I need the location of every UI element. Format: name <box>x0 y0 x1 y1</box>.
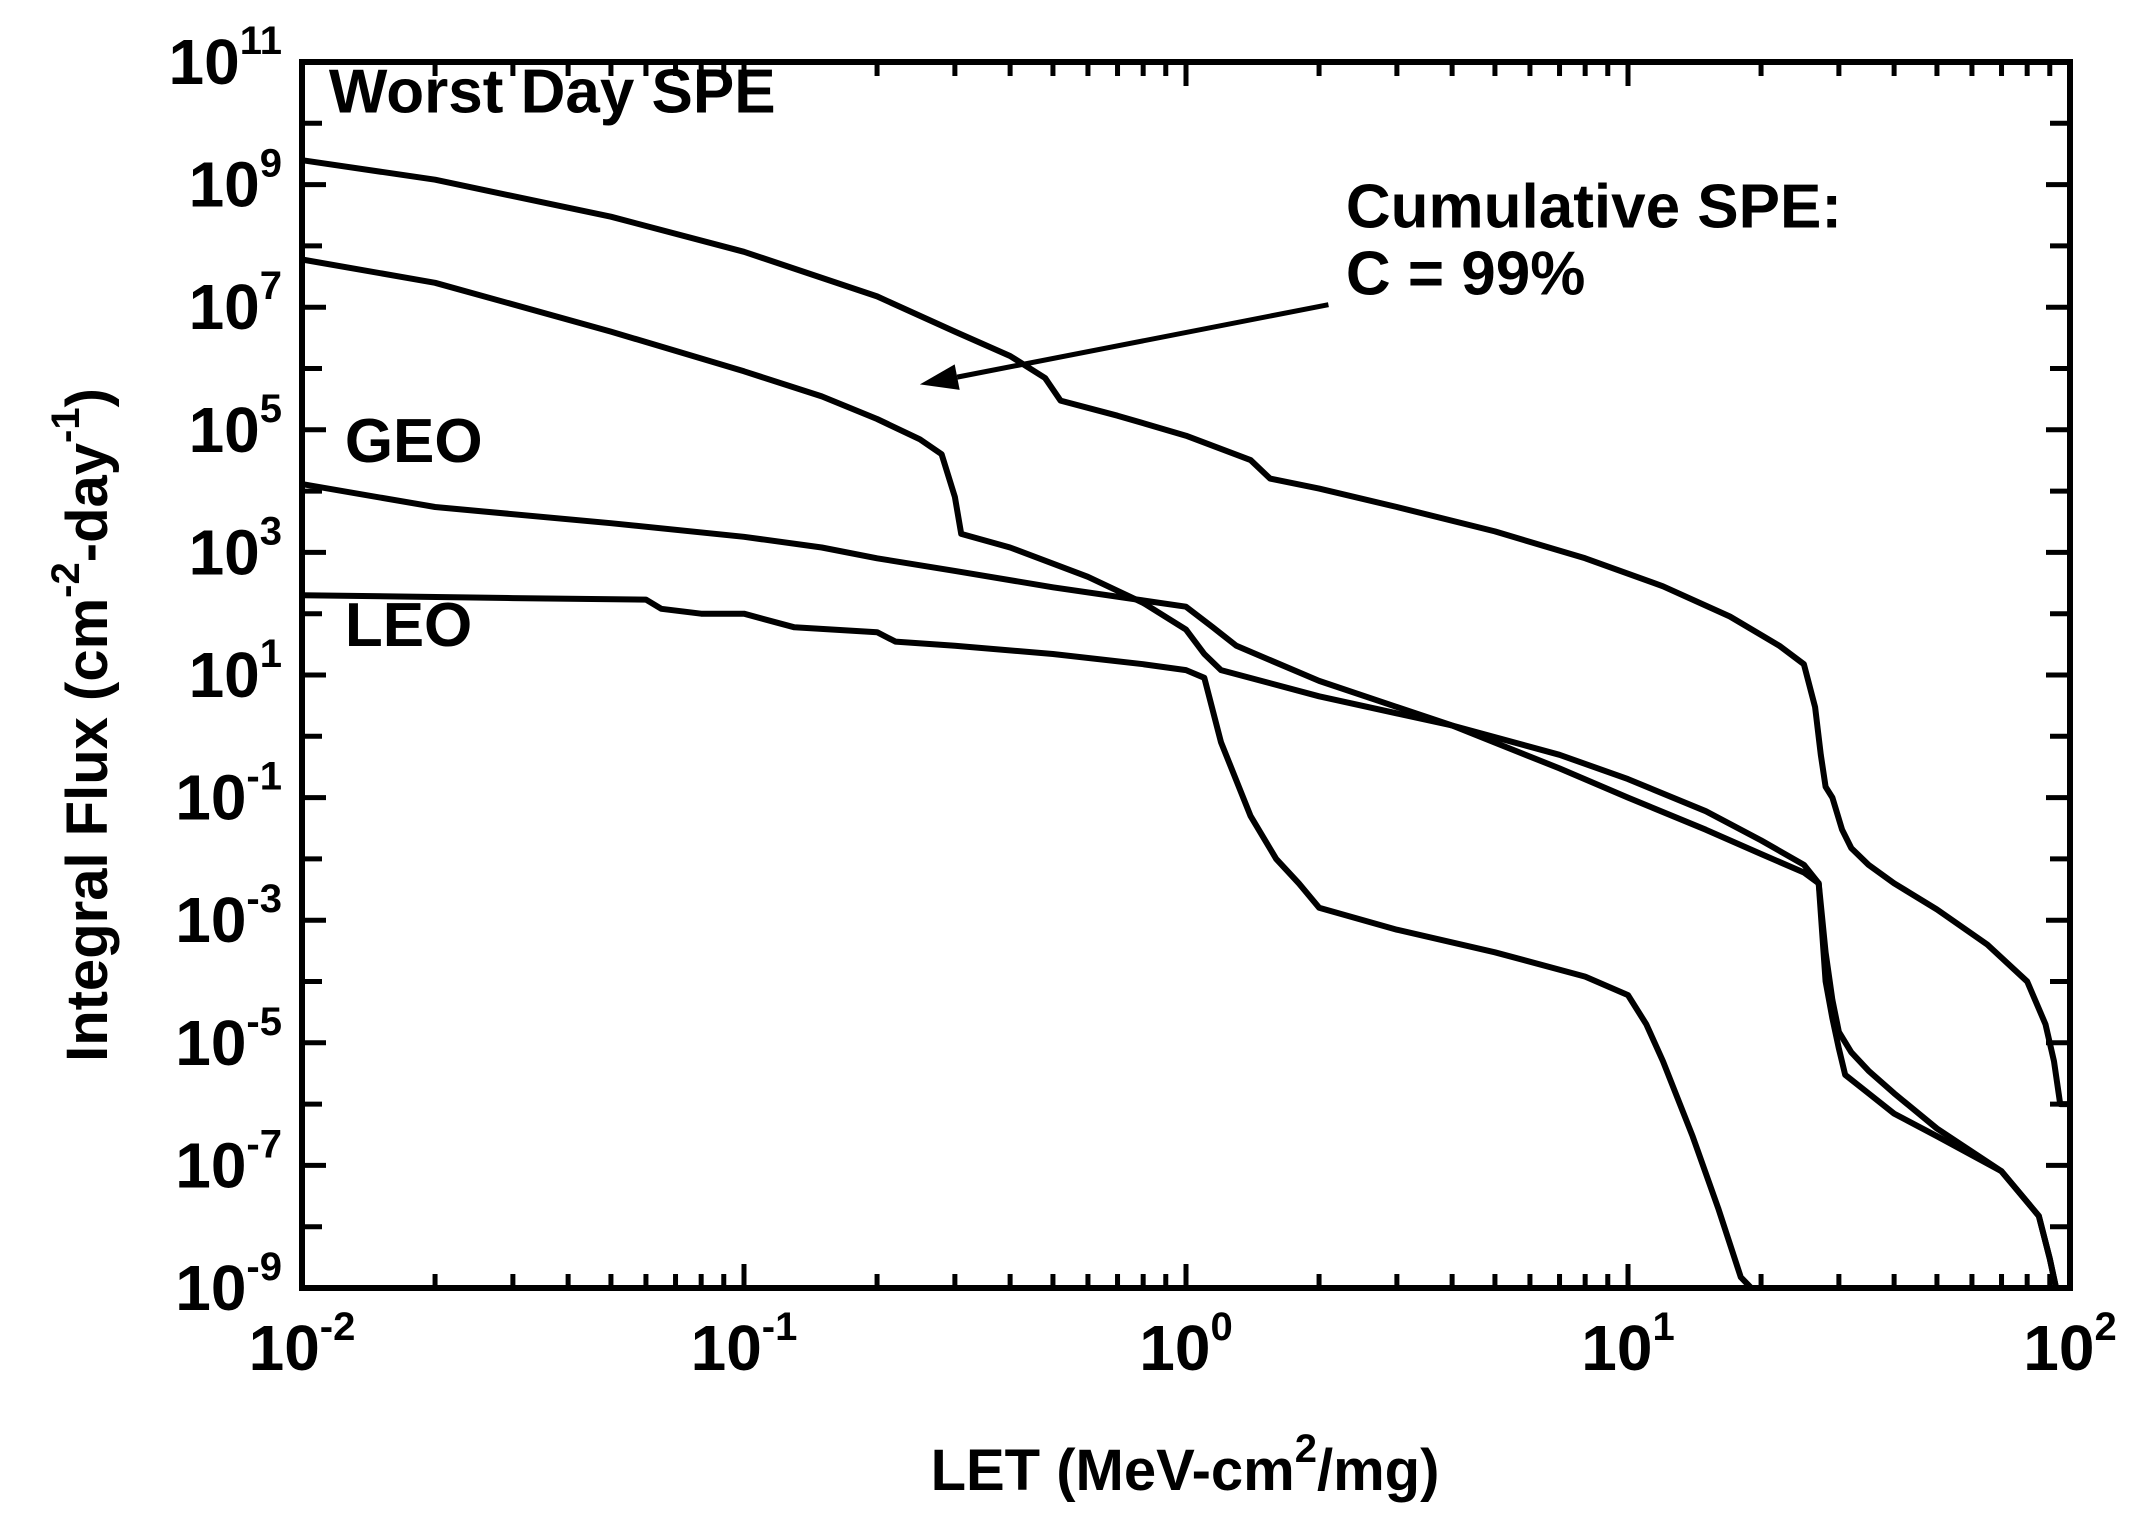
series-worst-day-spe <box>299 157 2073 1108</box>
series-cumulative-spe-c-99 <box>299 256 2073 1291</box>
annotation-geo: GEO <box>345 407 483 476</box>
annotation-c-99: C = 99% <box>1346 240 1586 309</box>
y-tick-label: 1011 <box>169 19 282 98</box>
series-group <box>299 157 2073 1291</box>
y-tick-label: 103 <box>189 509 282 588</box>
x-tick-label: 10-1 <box>691 1305 798 1384</box>
arrow <box>919 302 1329 390</box>
y-tick-label: 107 <box>189 264 282 343</box>
arrow-line <box>956 302 1329 380</box>
y-tick-label: 10-5 <box>175 1000 282 1079</box>
x-tick-labels: 10-2 10-1 100 101 102 <box>249 1305 2117 1384</box>
arrow-head <box>919 364 960 390</box>
x-tick-label: 100 <box>1139 1305 1232 1384</box>
y-tick-label: 101 <box>189 632 282 711</box>
x-tick-label: 102 <box>2023 1305 2116 1384</box>
y-tick-label: 109 <box>189 142 282 221</box>
series-geo <box>299 481 2073 1291</box>
annotation-cumulative-spe: Cumulative SPE: <box>1346 172 1842 241</box>
annotation-worst-day-spe: Worst Day SPE <box>329 58 776 127</box>
x-tick-label: 101 <box>1581 1305 1674 1384</box>
series-leo <box>299 592 1755 1291</box>
y-tick-label: 105 <box>189 387 282 466</box>
y-tick-label: 10-1 <box>175 755 282 834</box>
y-tick-label: 10-7 <box>175 1122 282 1201</box>
y-tick-labels: 10-9 10-7 10-5 10-3 10-1 101 103 105 107 109 1011 <box>169 19 282 1324</box>
y-tick-label: 10-9 <box>175 1245 282 1324</box>
annotation-leo: LEO <box>345 591 472 660</box>
y-axis-title: Integral Flux (cm-2-day-1) <box>44 388 120 1062</box>
annotations: Worst Day SPE Cumulative SPE:C = 99% GEO LE… <box>329 58 1842 660</box>
y-tick-label: 10-3 <box>175 877 282 956</box>
x-axis-title: LET (MeV-cm2/mg) <box>931 1427 1440 1503</box>
x-tick-label: 10-2 <box>249 1305 356 1384</box>
plot-frame <box>299 59 2073 1291</box>
